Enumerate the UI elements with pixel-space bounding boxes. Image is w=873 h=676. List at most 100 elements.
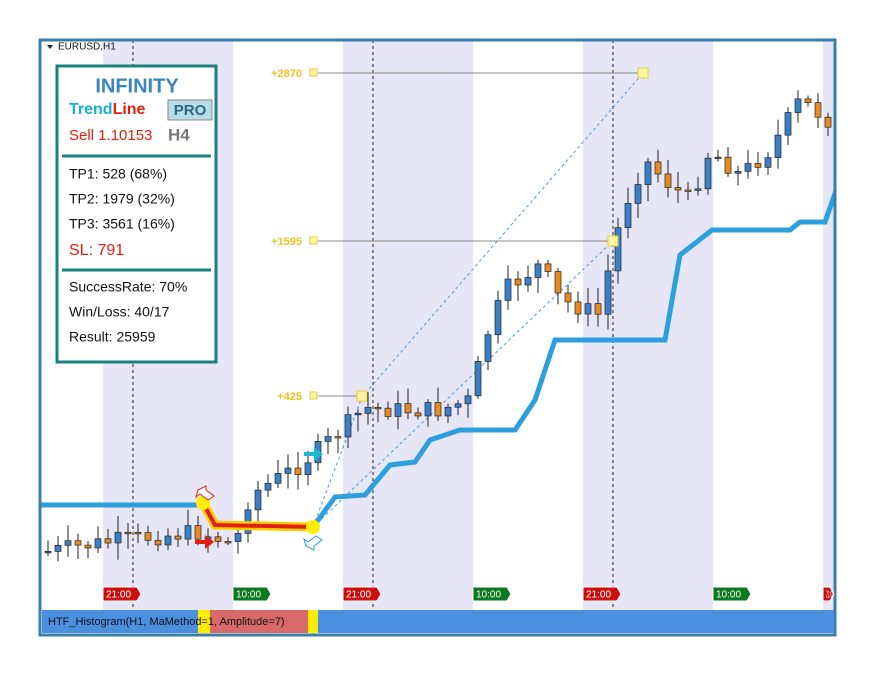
- candle-body: [114, 531, 122, 544]
- candle-body: [144, 532, 152, 541]
- candle-body: [674, 187, 682, 191]
- level-label: +1595: [271, 236, 302, 248]
- target: TP1: 528 (68%): [69, 166, 167, 182]
- candle-body: [74, 540, 82, 546]
- time-tag: [822, 586, 835, 602]
- candle-body: [254, 489, 262, 511]
- candle-body: [234, 533, 242, 542]
- badge: PRO: [174, 102, 207, 119]
- time-tag: [472, 586, 512, 602]
- candle-body: [784, 112, 792, 136]
- time-label: 21:00: [346, 590, 371, 601]
- time-tag: [582, 586, 622, 602]
- time-label: 10:00: [236, 590, 261, 601]
- candle-body: [574, 301, 582, 315]
- brand-line: Line: [113, 101, 146, 118]
- candle-body: [44, 550, 52, 554]
- panel-title: INFINITY: [95, 75, 179, 97]
- timeframe: H4: [168, 125, 190, 144]
- time-label: 10:00: [716, 590, 741, 601]
- candle-body: [54, 544, 62, 552]
- time-tag: [102, 586, 142, 602]
- candle-body: [364, 407, 372, 414]
- candle-body: [684, 189, 692, 192]
- candle-body: [504, 278, 512, 301]
- candle-body: [514, 278, 522, 286]
- candle-body: [664, 173, 672, 188]
- candle-body: [64, 540, 72, 546]
- level-label: +2870: [271, 68, 302, 80]
- candle-body: [634, 184, 642, 204]
- target: TP3: 3561 (16%): [69, 216, 175, 232]
- candle-body: [454, 403, 462, 408]
- candle-body: [414, 412, 422, 417]
- candle-body: [824, 116, 832, 128]
- signal: Sell 1.10153: [69, 127, 152, 144]
- time-tag: [342, 586, 382, 602]
- candle-body: [214, 536, 222, 542]
- candle-body: [404, 403, 412, 414]
- candle-body: [164, 535, 172, 546]
- candle-body: [174, 535, 182, 540]
- time-tag: [232, 586, 272, 602]
- candle-body: [464, 395, 472, 405]
- candle-body: [534, 263, 542, 278]
- candle-body: [654, 161, 662, 175]
- candle-body: [154, 539, 162, 546]
- plot-area: [40, 40, 835, 610]
- candle-body: [554, 271, 562, 294]
- stop-loss: SL: 791: [69, 242, 124, 259]
- candle-body: [394, 403, 402, 417]
- candle-body: [294, 467, 302, 475]
- candle-body: [184, 525, 192, 540]
- time-label: 10:00: [476, 590, 501, 601]
- candle-body: [494, 300, 502, 336]
- candle-body: [424, 402, 432, 417]
- candle-body: [564, 292, 572, 303]
- candle-body: [764, 157, 772, 168]
- stat: SuccessRate: 70%: [69, 279, 187, 295]
- candle-body: [724, 156, 732, 174]
- time-tag: [712, 586, 752, 602]
- candle-body: [324, 436, 332, 442]
- candle-body: [84, 544, 92, 549]
- candle-body: [444, 406, 452, 417]
- candle-body: [224, 541, 232, 544]
- candle-body: [624, 203, 632, 229]
- candle-body: [94, 538, 102, 549]
- candle-body: [284, 467, 292, 474]
- candle-body: [344, 414, 352, 438]
- candle-body: [374, 407, 382, 410]
- candle-body: [734, 170, 742, 174]
- candle-body: [384, 407, 392, 417]
- candle-body: [594, 303, 602, 315]
- time-label: 21:00: [586, 590, 611, 601]
- brand: TrendLine: [69, 101, 146, 118]
- candle-body: [124, 531, 132, 535]
- candle-body: [744, 163, 752, 172]
- candle-body: [714, 156, 722, 160]
- candle-body: [794, 98, 802, 113]
- candle-body: [774, 134, 782, 158]
- candle-body: [334, 436, 342, 439]
- time-label: 21:00: [106, 590, 131, 601]
- candle-body: [484, 334, 492, 362]
- candle-body: [754, 163, 762, 168]
- stat: Win/Loss: 40/17: [69, 304, 170, 320]
- candle-body: [694, 188, 702, 191]
- candle-body: [644, 161, 652, 185]
- level-label: +425: [277, 391, 302, 403]
- candle-body: [434, 402, 442, 417]
- candle-body: [524, 277, 532, 286]
- candle-body: [274, 473, 282, 484]
- time-label: 21:00: [826, 590, 834, 601]
- symbol-label: EURUSD,H1: [58, 42, 116, 53]
- candle-body: [264, 482, 272, 491]
- candle-body: [194, 525, 202, 540]
- candle-body: [704, 157, 712, 190]
- chart-frame: [38, 38, 837, 637]
- target: TP2: 1979 (32%): [69, 191, 175, 207]
- candle-body: [804, 98, 812, 104]
- candle-body: [584, 303, 592, 315]
